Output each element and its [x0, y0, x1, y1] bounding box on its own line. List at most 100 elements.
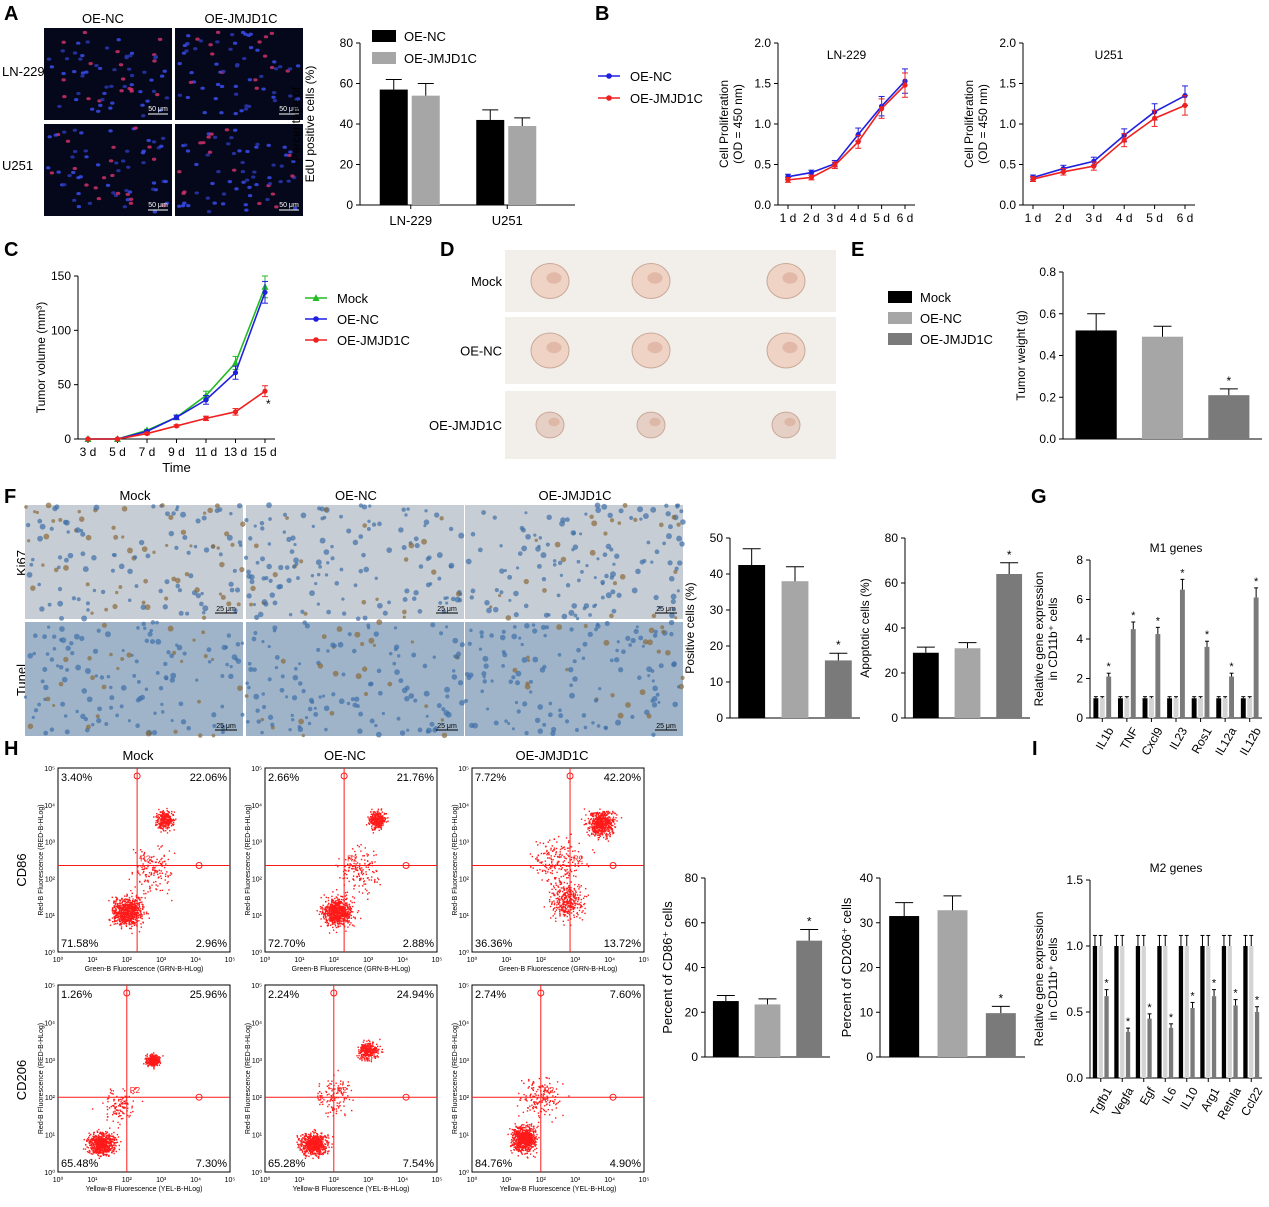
flow-event	[595, 828, 597, 830]
flow-event	[129, 906, 131, 908]
flow-event	[553, 900, 555, 902]
flow-event	[134, 903, 136, 905]
flow-event	[605, 838, 607, 840]
ihc-cell	[522, 701, 528, 707]
ihc-cell	[641, 644, 645, 648]
flow-event	[562, 905, 564, 908]
ihc-scale-label: 25 μm	[437, 606, 457, 613]
flow-event	[333, 919, 335, 922]
flow-event	[378, 824, 381, 826]
flow-event	[362, 872, 365, 875]
flow-event	[337, 923, 340, 925]
flow-event	[345, 920, 348, 922]
flow-event	[159, 813, 161, 816]
flow-event	[557, 898, 560, 901]
ihc-scale-label: 25 μm	[216, 606, 236, 613]
flow-event	[597, 824, 599, 826]
flow-event	[119, 899, 121, 901]
flow-event	[364, 883, 367, 885]
panel-h-bar-IL1b-3	[1106, 676, 1112, 718]
ihc-cell	[486, 607, 492, 614]
flow-event	[361, 873, 364, 876]
flow-event	[564, 892, 567, 894]
flow-event	[561, 897, 563, 900]
panel-c-y-tick-label: 150	[51, 269, 71, 283]
ihc-cell	[76, 597, 81, 602]
flow-event	[384, 818, 386, 821]
flow-event	[160, 831, 162, 833]
ihc-cell	[361, 666, 368, 672]
ihc-cell	[511, 727, 515, 731]
ihc-cell	[253, 631, 258, 635]
flow-event	[335, 908, 337, 910]
flow-event	[141, 868, 143, 871]
flow-event	[130, 915, 133, 917]
flow-event	[344, 919, 346, 922]
ihc-cell	[558, 708, 562, 713]
edu-nucleus	[243, 32, 248, 36]
ihc-cell	[285, 695, 289, 699]
flow-event	[168, 817, 171, 819]
flow-event	[113, 909, 116, 912]
flow-event	[611, 819, 613, 821]
flow-event	[336, 916, 338, 919]
flow-event	[373, 871, 375, 874]
edu-nucleus	[104, 46, 110, 50]
ihc-cell	[304, 716, 309, 720]
flow-event	[138, 916, 140, 919]
ihc-cell	[625, 702, 631, 708]
panel-letter-C: C	[4, 239, 18, 261]
flow-event	[377, 818, 379, 821]
flow-event	[333, 912, 335, 915]
flow-event	[116, 911, 118, 913]
flow-event	[335, 904, 338, 907]
edu-nucleus	[232, 128, 238, 132]
tumor-sample	[535, 411, 565, 439]
ihc-cell	[175, 577, 181, 584]
ihc-cell	[133, 555, 138, 560]
edu-nucleus	[253, 78, 258, 82]
panel-e-legend-label-3: OE-JMJD1C	[920, 332, 993, 347]
flow-event	[143, 851, 146, 854]
ihc-cell	[175, 583, 181, 589]
edu-nucleus	[124, 54, 129, 58]
flow-event	[567, 901, 570, 903]
flow-event	[342, 919, 345, 921]
flow-event	[375, 812, 377, 815]
flow-event	[333, 916, 335, 919]
edu-nucleus	[145, 99, 150, 103]
edu-nucleus	[141, 149, 146, 153]
flow-event	[357, 910, 360, 912]
panel-g-row-label: CD206	[14, 1060, 29, 1100]
ihc-cell	[647, 639, 653, 646]
flow-event	[566, 902, 568, 904]
ihc-cell	[160, 503, 165, 508]
flow-event	[143, 854, 145, 856]
flow-event	[357, 872, 360, 875]
panel-b-u251-line-2	[1032, 104, 1186, 180]
ihc-cell	[670, 599, 676, 605]
flow-event	[324, 916, 327, 918]
flow-event	[616, 814, 618, 816]
edu-nucleus	[73, 97, 79, 102]
flow-event	[373, 822, 375, 824]
ihc-cell	[368, 504, 372, 508]
ihc-cell	[540, 624, 547, 630]
flow-event	[118, 915, 121, 917]
flow-event	[166, 810, 168, 812]
flow-event	[164, 817, 166, 820]
flow-event	[340, 920, 343, 922]
flow-event	[331, 922, 334, 924]
flow-event	[374, 861, 376, 863]
ihc-cell	[285, 516, 289, 520]
ihc-cell	[339, 567, 344, 572]
panel-b-ln229-y-tick-label: 1.0	[754, 117, 771, 131]
ihc-cell	[40, 679, 45, 684]
ihc-cell	[552, 559, 557, 563]
edu-nucleus	[206, 135, 211, 139]
flow-event	[376, 814, 379, 817]
flow-event	[611, 818, 614, 820]
flow-event	[380, 824, 383, 826]
edu-nucleus	[219, 111, 224, 115]
ihc-cell	[677, 560, 683, 566]
